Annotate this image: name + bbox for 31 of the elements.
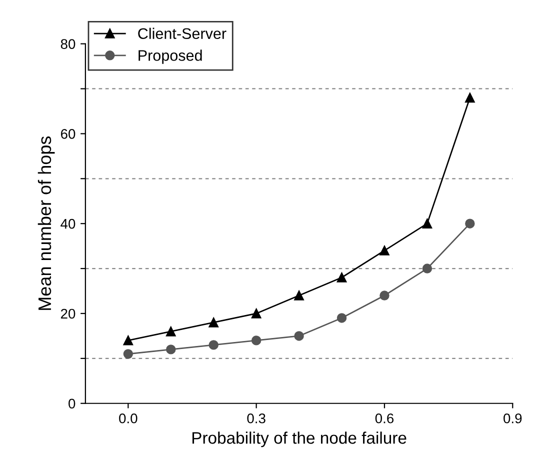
point [465,92,475,103]
point [208,318,218,328]
point [251,308,262,318]
point [336,272,347,282]
point [422,218,432,228]
x-tick-label: 0.3 [247,413,266,424]
point [422,264,432,274]
point [166,344,176,354]
y-axis-title: Mean number of hops [38,136,55,310]
x-axis-title: Probability of the node failure [192,432,406,448]
point [208,340,218,350]
point [380,290,390,300]
y-tick-label: 0 [68,398,76,409]
point [294,331,304,341]
legend-label: Proposed [138,50,202,64]
y-tick-label: 80 [60,39,76,49]
point [336,313,347,323]
point [294,290,304,300]
y-tick-label: 20 [60,308,76,319]
point [123,349,134,359]
point [123,336,134,346]
legend-label: Client-Server [138,28,226,40]
x-tick-label: 0.6 [375,413,394,424]
point [166,326,176,336]
point [380,246,390,256]
point [465,218,475,228]
point [251,336,262,346]
y-tick-label: 40 [60,218,76,229]
x-tick-label: 0.0 [119,413,138,424]
x-tick-label: 0.9 [504,413,522,424]
y-tick-label: 60 [60,129,76,139]
